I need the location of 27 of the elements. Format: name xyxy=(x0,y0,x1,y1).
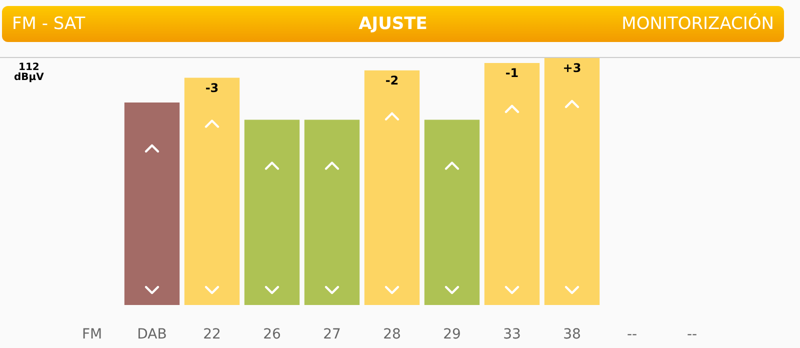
text: 112 dBµV xyxy=(14,62,44,83)
bar xyxy=(364,70,420,305)
x-tick-label: -- xyxy=(686,326,698,342)
bar xyxy=(424,120,480,305)
x-tick-label: -- xyxy=(626,326,638,342)
annotation: -1 xyxy=(505,66,519,80)
annotation: -2 xyxy=(385,73,399,88)
x-tick-label: 22 xyxy=(203,326,221,342)
bar xyxy=(124,102,180,305)
x-tick-label: 26 xyxy=(263,326,281,342)
bar xyxy=(244,120,300,305)
x-tick-label: 27 xyxy=(323,326,341,342)
bar xyxy=(184,78,240,305)
x-tick-label: FM xyxy=(82,326,102,342)
text: FM - SAT xyxy=(12,14,86,34)
annotation: +3 xyxy=(562,61,582,75)
x-tick-label: 38 xyxy=(563,326,581,342)
x-tick-label: DAB xyxy=(137,326,167,342)
x-tick-label: 29 xyxy=(443,326,461,342)
text: MONITORIZACIÓN xyxy=(622,14,774,34)
bar xyxy=(304,120,360,305)
bar xyxy=(544,58,600,305)
bar xyxy=(484,62,540,305)
x-tick-label: 33 xyxy=(503,326,521,342)
chart-title: AJUSTE xyxy=(358,14,428,34)
x-tick-label: 28 xyxy=(383,326,401,342)
annotation: -3 xyxy=(205,80,219,95)
